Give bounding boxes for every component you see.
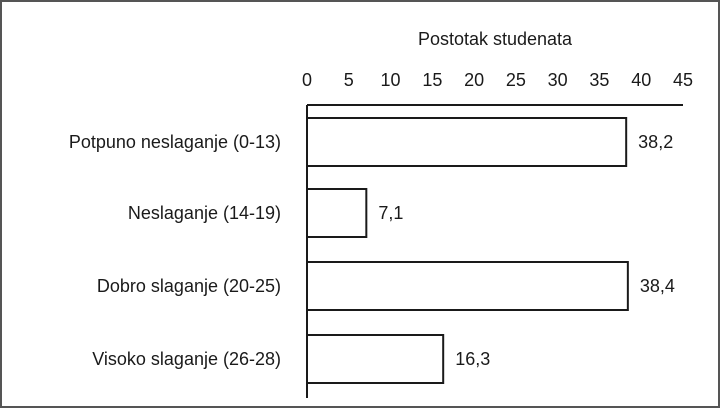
category-label: Dobro slaganje (20-25) bbox=[97, 276, 281, 296]
value-label: 38,2 bbox=[638, 132, 673, 152]
category-label: Potpuno neslaganje (0-13) bbox=[69, 132, 281, 152]
value-label: 16,3 bbox=[455, 349, 490, 369]
value-labels: 38,2 7,1 38,4 16,3 bbox=[378, 132, 675, 369]
bar bbox=[306, 117, 628, 167]
x-axis-title: Postotak studenata bbox=[418, 29, 573, 49]
value-label: 38,4 bbox=[640, 276, 675, 296]
x-tick-label: 10 bbox=[381, 70, 401, 90]
category-label: Neslaganje (14-19) bbox=[128, 203, 281, 223]
bars bbox=[306, 117, 629, 384]
value-label: 7,1 bbox=[378, 203, 403, 223]
x-tick-label: 25 bbox=[506, 70, 526, 90]
x-tick-labels: 0 5 10 15 20 25 30 35 40 45 bbox=[302, 70, 693, 90]
bar bbox=[306, 261, 629, 311]
x-tick-label: 0 bbox=[302, 70, 312, 90]
x-tick-label: 5 bbox=[344, 70, 354, 90]
x-tick-label: 40 bbox=[631, 70, 651, 90]
category-label: Visoko slaganje (26-28) bbox=[92, 349, 281, 369]
category-labels: Potpuno neslaganje (0-13) Neslaganje (14-… bbox=[69, 132, 281, 369]
x-tick-label: 20 bbox=[464, 70, 484, 90]
x-tick-label: 45 bbox=[673, 70, 693, 90]
bar bbox=[306, 188, 368, 238]
x-tick-label: 30 bbox=[548, 70, 568, 90]
bar bbox=[306, 334, 445, 384]
x-tick-label: 15 bbox=[422, 70, 442, 90]
x-tick-label: 35 bbox=[589, 70, 609, 90]
